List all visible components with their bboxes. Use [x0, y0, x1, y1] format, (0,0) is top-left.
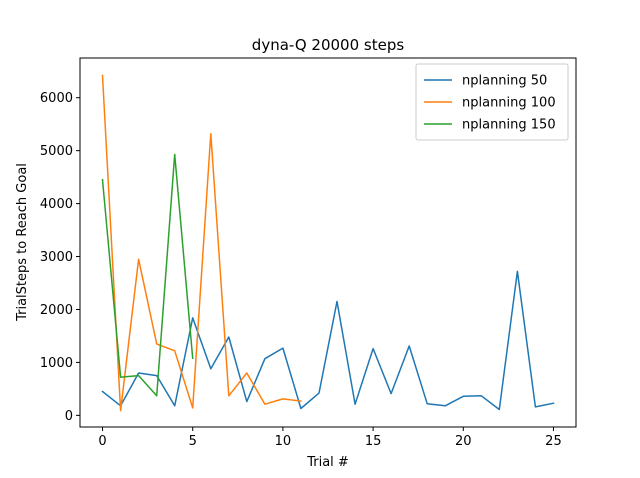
- y-tick-label: 3000: [40, 250, 73, 265]
- series-layer: [101, 74, 555, 412]
- y-tick-label: 4000: [40, 197, 73, 212]
- y-axis: 0 1000 2000 3000 4000 5000 6000: [40, 91, 80, 424]
- series-line-2: [101, 74, 302, 412]
- y-tick-label: 0: [65, 409, 73, 424]
- x-tick-label: 5: [189, 434, 197, 449]
- x-tick-label: 20: [455, 434, 472, 449]
- legend-box: [415, 63, 569, 141]
- legend-label: nplanning 150: [462, 118, 556, 133]
- x-tick-label: 0: [98, 434, 106, 449]
- legend-label: nplanning 50: [462, 74, 547, 89]
- y-tick-label: 6000: [40, 91, 73, 106]
- y-tick-label: 5000: [40, 144, 73, 159]
- legend-label: nplanning 100: [462, 96, 556, 111]
- plot-frame: [79, 57, 577, 428]
- series-line-1: [101, 270, 555, 411]
- series-line-3: [101, 153, 194, 397]
- x-tick-label: 25: [545, 434, 562, 449]
- y-tick-label: 2000: [40, 303, 73, 318]
- x-axis-label: Trial #: [306, 455, 349, 470]
- y-axis-label: TrialSteps to Reach Goal: [15, 163, 30, 322]
- legend: nplanning 50 nplanning 100 nplanning 150: [415, 63, 569, 141]
- x-axis: 0 5 10 15 20 25: [98, 427, 562, 449]
- x-tick-label: 15: [365, 434, 382, 449]
- chart-title: dyna-Q 20000 steps: [252, 36, 405, 54]
- y-tick-label: 1000: [40, 356, 73, 371]
- x-tick-label: 10: [275, 434, 292, 449]
